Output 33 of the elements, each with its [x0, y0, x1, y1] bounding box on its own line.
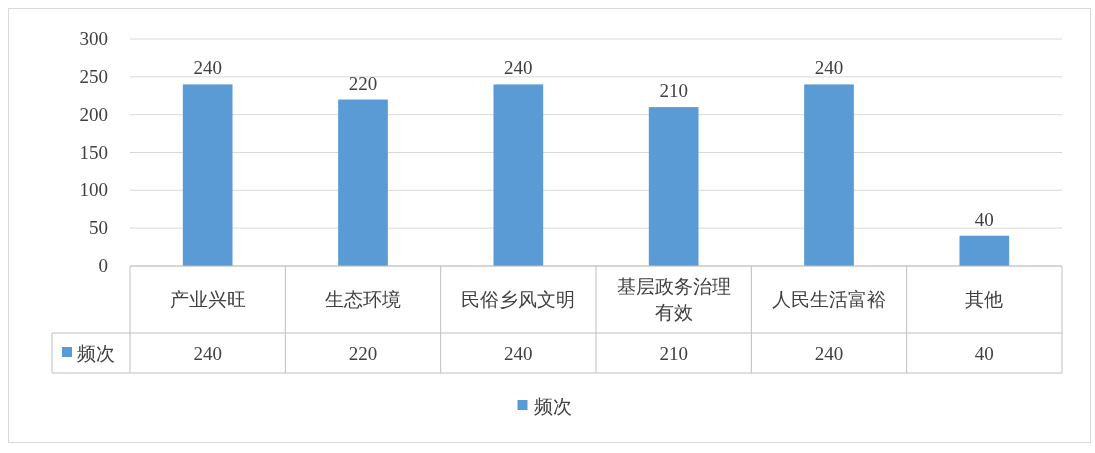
text: 240	[814, 57, 844, 79]
x-tick-label: 产业兴旺	[169, 288, 246, 310]
text: 频次	[533, 396, 572, 417]
y-tick-label: 150	[79, 141, 108, 163]
bar	[338, 99, 388, 266]
y-tick-label: 200	[79, 103, 108, 125]
text: 220	[348, 72, 378, 94]
bar	[182, 84, 233, 266]
y-tick-label: 250	[79, 65, 108, 87]
text: 210	[659, 80, 688, 102]
data-label: 40	[974, 343, 994, 364]
data-label: 210	[659, 343, 688, 364]
data-label: 240	[193, 343, 222, 364]
legend-label: 频次	[77, 343, 115, 364]
text: 40	[974, 208, 994, 230]
x-tick-label: 民俗乡风文明	[461, 288, 576, 310]
x-tick-label: 其他	[965, 288, 1004, 310]
y-tick-label: 50	[89, 217, 108, 239]
text: 240	[193, 57, 222, 79]
bar	[648, 107, 699, 266]
y-tick-label: 300	[79, 28, 108, 49]
x-tick-label: 基层政务治理有效	[616, 275, 731, 323]
y-tick-label: 0	[98, 255, 108, 276]
data-label: 220	[348, 343, 378, 364]
bar	[493, 84, 544, 266]
y-tick-label: 100	[79, 179, 108, 201]
bar	[959, 235, 1010, 266]
data-label: 240	[504, 343, 533, 364]
text: 240	[504, 57, 533, 79]
x-tick-label: 生态环境	[325, 288, 401, 310]
x-tick-label: 人民生活富裕	[772, 288, 886, 310]
data-label: 240	[814, 343, 844, 364]
bar	[804, 84, 854, 266]
